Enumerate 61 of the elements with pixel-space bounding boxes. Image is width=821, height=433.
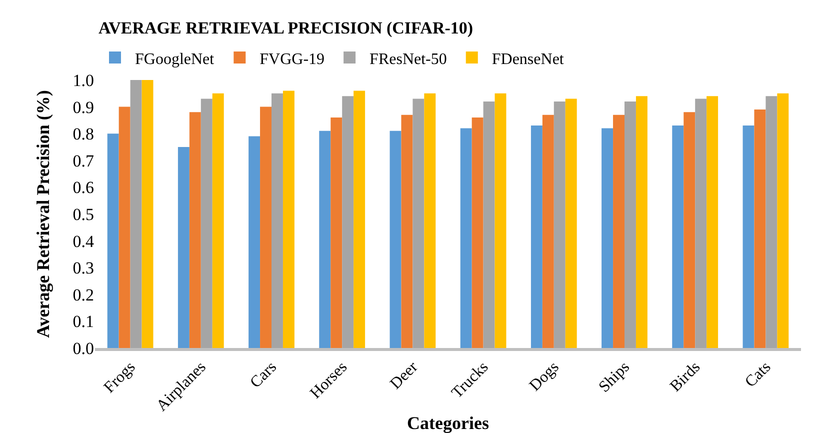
bar xyxy=(342,96,354,348)
y-tick-label: 0.7 xyxy=(72,151,94,170)
bar xyxy=(613,114,624,348)
bar xyxy=(118,106,130,348)
bar xyxy=(248,136,260,348)
y-tick-label: 0.4 xyxy=(72,232,94,251)
bar xyxy=(624,101,636,348)
y-tick-label: 0.0 xyxy=(72,338,94,358)
bar xyxy=(212,93,224,348)
y-tick-label: 0.2 xyxy=(72,285,94,304)
y-tick-label: 0.8 xyxy=(72,124,94,144)
bar xyxy=(542,114,554,348)
bar xyxy=(330,118,342,348)
bar xyxy=(272,93,283,348)
y-tick-label: 0.9 xyxy=(72,98,94,117)
bar xyxy=(602,128,614,348)
bar xyxy=(319,130,331,348)
bar xyxy=(142,80,154,348)
bar xyxy=(565,98,577,348)
y-tick-label: 1.0 xyxy=(72,70,94,90)
bar xyxy=(354,90,366,348)
y-tick-label: 0.3 xyxy=(72,258,94,278)
bar xyxy=(483,101,495,348)
bar xyxy=(742,126,754,348)
x-tick-label: Cats xyxy=(742,358,774,391)
bar xyxy=(189,112,201,348)
legend-label: FResNet-50 xyxy=(370,50,447,68)
bar xyxy=(777,93,789,348)
bar xyxy=(424,93,436,348)
bar xyxy=(706,96,718,348)
bar xyxy=(530,126,542,348)
legend-label: FVGG-19 xyxy=(260,50,325,68)
bar xyxy=(494,93,506,348)
legend-label: FGoogleNet xyxy=(135,50,215,68)
bar xyxy=(554,101,566,348)
x-tick-label: Deer xyxy=(387,358,422,393)
bar xyxy=(684,112,696,348)
bar xyxy=(390,130,402,348)
legend-label: FDenseNet xyxy=(492,50,564,68)
bar xyxy=(695,98,707,348)
bar xyxy=(107,134,119,348)
bar xyxy=(636,96,648,348)
y-axis-title: Average Retrieval Precision (%) xyxy=(33,90,53,338)
bar xyxy=(260,106,272,348)
bar xyxy=(401,114,413,348)
bar xyxy=(766,96,778,348)
y-tick-label: 0.6 xyxy=(72,178,94,198)
y-tick-label: 0.1 xyxy=(72,312,94,332)
bar xyxy=(200,98,212,348)
bar xyxy=(130,80,142,348)
bar xyxy=(672,126,684,348)
bar xyxy=(754,109,766,348)
bar xyxy=(178,147,190,348)
chart-title: AVERAGE RETRIEVAL PRECISION (CIFAR-10) xyxy=(98,18,474,38)
y-tick-label: 0.5 xyxy=(72,204,94,224)
x-axis-title: Categories xyxy=(407,413,489,433)
bar xyxy=(460,128,472,348)
bar xyxy=(412,98,424,348)
bar xyxy=(282,90,294,348)
bar xyxy=(472,118,484,348)
x-tick-label: Cars xyxy=(247,358,280,392)
